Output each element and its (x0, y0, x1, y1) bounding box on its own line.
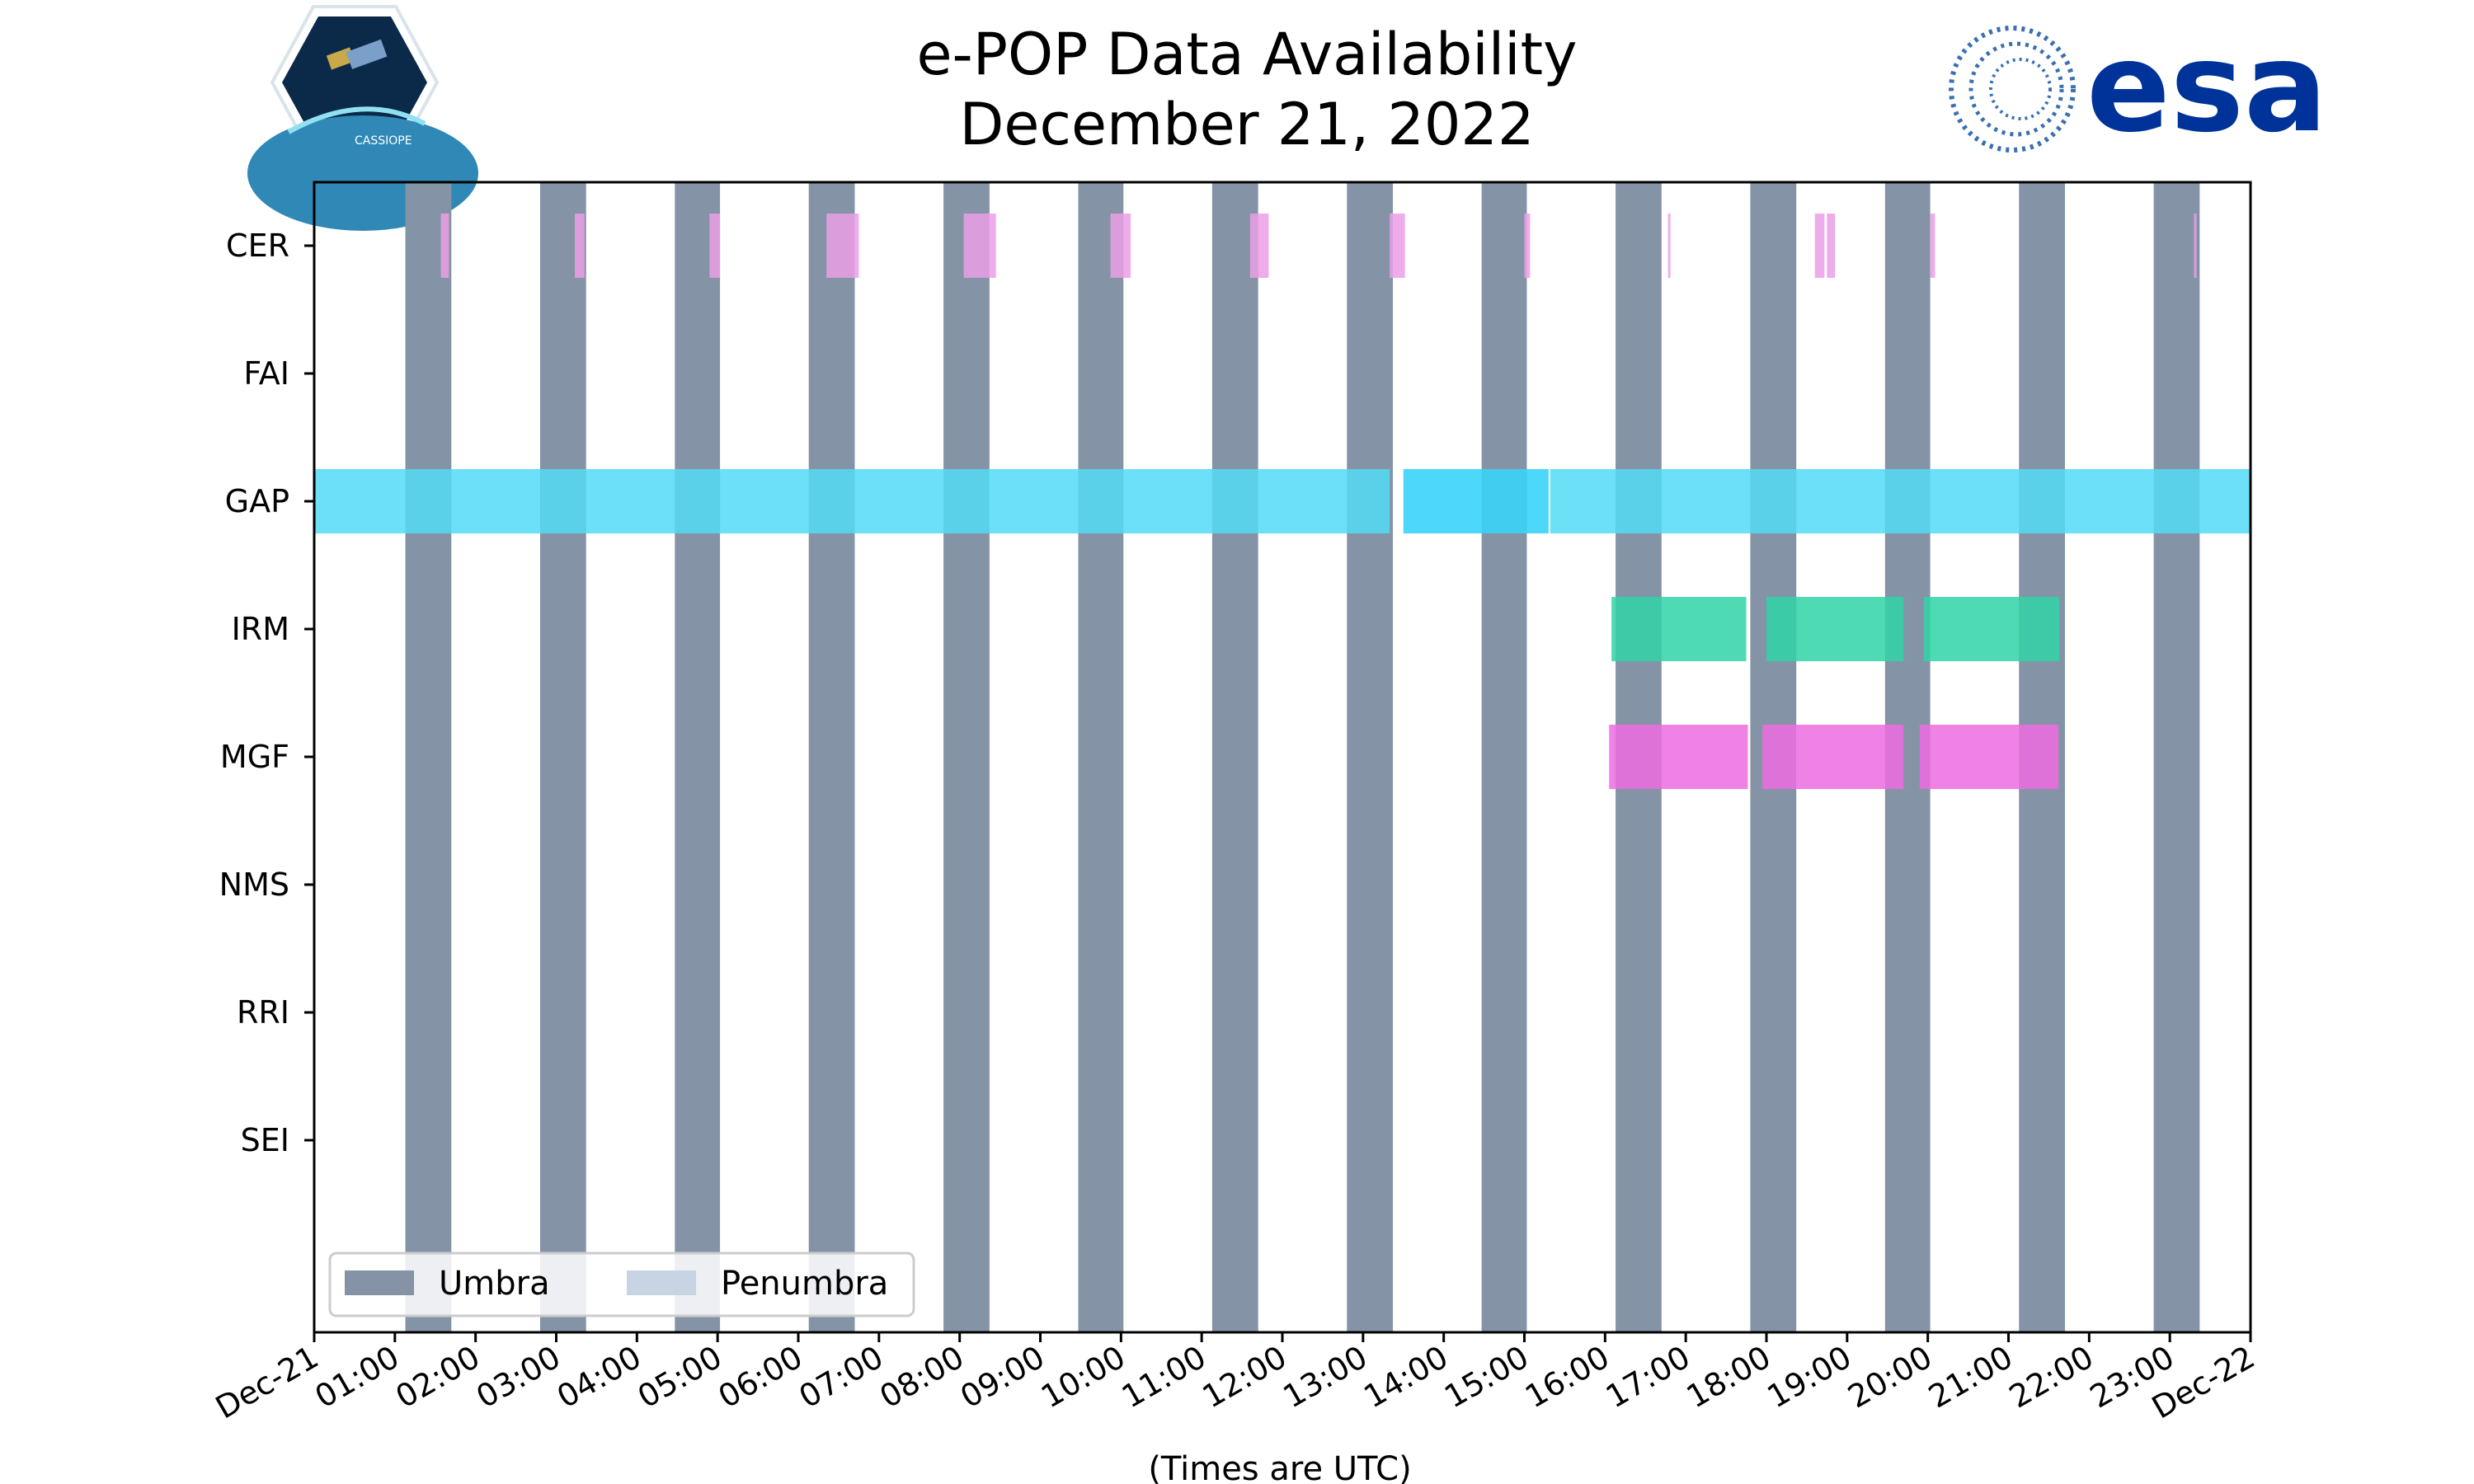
plot-area (314, 182, 2251, 1332)
x-tick-label: 15:00 (1438, 1339, 1535, 1416)
interval-cer (440, 214, 449, 278)
interval-irm (1611, 597, 1747, 661)
x-tick-label: 11:00 (1116, 1339, 1212, 1416)
x-tick-label: 03:00 (470, 1339, 567, 1416)
interval-gap (314, 469, 1390, 533)
x-tick-label: 05:00 (632, 1339, 728, 1416)
interval-cer (575, 214, 585, 278)
x-tick-label: 06:00 (713, 1339, 809, 1416)
esa-logo: esa (1949, 16, 2327, 160)
x-tick-label: 01:00 (308, 1339, 405, 1416)
cassiope-logo-text: CASSIOPE (355, 134, 412, 148)
interval-cer (1110, 214, 1131, 278)
legend-umbra-label: Umbra (439, 1265, 550, 1303)
interval-cer (1827, 214, 1836, 278)
x-tick-label: 02:00 (389, 1339, 486, 1416)
x-tick-label: 16:00 (1519, 1339, 1616, 1416)
interval-irm (1923, 597, 2060, 661)
umbra-band (405, 182, 452, 1332)
umbra-band (1078, 182, 1124, 1332)
x-tick-label: 04:00 (551, 1339, 647, 1416)
chart-title-line2: December 21, 2022 (960, 91, 1535, 158)
y-tick-label: NMS (219, 866, 289, 903)
interval-cer (826, 214, 859, 278)
umbra-band (943, 182, 990, 1332)
esa-logo-text: esa (2086, 16, 2327, 160)
x-tick-label: 13:00 (1277, 1339, 1373, 1416)
interval-cer (709, 214, 721, 278)
x-tick-label: 17:00 (1600, 1339, 1696, 1416)
umbra-band (539, 182, 586, 1332)
x-tick-label: 19:00 (1761, 1339, 1857, 1416)
interval-irm (1766, 597, 1904, 661)
y-tick-label: FAI (243, 355, 289, 392)
interval-gap (1403, 469, 1549, 533)
interval-mgf (1919, 725, 2059, 789)
x-tick-label: Dec-21 (209, 1339, 324, 1426)
x-tick-label: 08:00 (873, 1339, 970, 1416)
interval-cer (2194, 214, 2197, 278)
interval-cer (963, 214, 996, 278)
x-axis-label: (Times are UTC) (1148, 1450, 1411, 1484)
interval-cer (1667, 214, 1671, 278)
umbra-band (1481, 182, 1527, 1332)
interval-cer (1390, 214, 1405, 278)
umbra-band (1211, 182, 1258, 1332)
x-tick-label: 14:00 (1357, 1339, 1454, 1416)
y-tick-label: MGF (220, 739, 289, 775)
chart-title-line1: e-POP Data Availability (916, 21, 1577, 88)
umbra-band (808, 182, 855, 1332)
interval-mgf (1762, 725, 1904, 789)
interval-gap (1550, 469, 2251, 533)
x-tick-label: 18:00 (1681, 1339, 1777, 1416)
y-tick-label: IRM (232, 611, 289, 647)
y-tick-label: CER (226, 228, 289, 264)
interval-cer (1814, 214, 1825, 278)
legend: Umbra Penumbra (328, 1252, 915, 1317)
y-tick-label: SEI (241, 1122, 289, 1158)
y-tick-label: GAP (225, 483, 289, 519)
legend-penumbra-label: Penumbra (721, 1265, 888, 1303)
legend-umbra-swatch (345, 1270, 414, 1295)
x-tick-label: 12:00 (1197, 1339, 1293, 1416)
x-tick-label: 22:00 (2003, 1339, 2100, 1416)
x-tick-label: 20:00 (1841, 1339, 1938, 1416)
y-tick-label: RRI (237, 994, 289, 1031)
interval-mgf (1609, 725, 1748, 789)
x-tick-label: 10:00 (1035, 1339, 1131, 1416)
x-tick-label: 07:00 (793, 1339, 889, 1416)
x-tick-label: 09:00 (954, 1339, 1051, 1416)
umbra-band (1347, 182, 1394, 1332)
interval-cer (1249, 214, 1269, 278)
interval-cer (1930, 214, 1935, 278)
interval-cer (1524, 214, 1531, 278)
x-tick-label: 21:00 (1922, 1339, 2019, 1416)
umbra-band (675, 182, 721, 1332)
umbra-band (2153, 182, 2200, 1332)
legend-penumbra-swatch (627, 1270, 696, 1295)
